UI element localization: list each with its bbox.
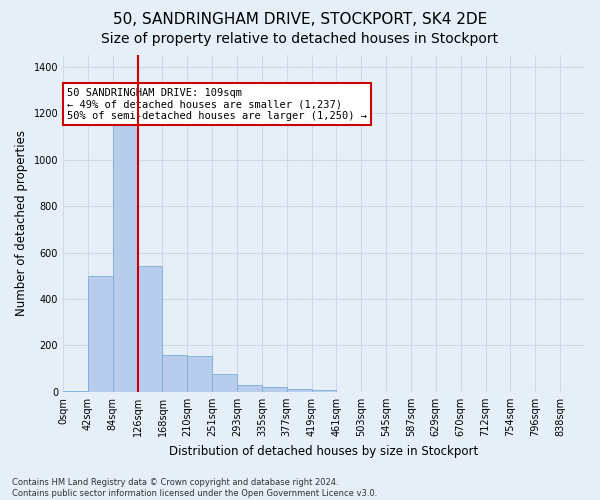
- Bar: [237, 385, 262, 392]
- Bar: [262, 387, 287, 392]
- Bar: [311, 390, 337, 392]
- Text: 50 SANDRINGHAM DRIVE: 109sqm
← 49% of detached houses are smaller (1,237)
50% of: 50 SANDRINGHAM DRIVE: 109sqm ← 49% of de…: [67, 88, 367, 120]
- Bar: [187, 356, 212, 392]
- Bar: [113, 104, 137, 392]
- X-axis label: Distribution of detached houses by size in Stockport: Distribution of detached houses by size …: [169, 444, 479, 458]
- Text: 50, SANDRINGHAM DRIVE, STOCKPORT, SK4 2DE: 50, SANDRINGHAM DRIVE, STOCKPORT, SK4 2D…: [113, 12, 487, 28]
- Y-axis label: Number of detached properties: Number of detached properties: [15, 130, 28, 316]
- Bar: [63, 391, 88, 392]
- Bar: [137, 266, 163, 392]
- Bar: [287, 389, 311, 392]
- Bar: [212, 374, 237, 392]
- Text: Contains HM Land Registry data © Crown copyright and database right 2024.
Contai: Contains HM Land Registry data © Crown c…: [12, 478, 377, 498]
- Bar: [88, 276, 113, 392]
- Bar: [163, 355, 187, 392]
- Text: Size of property relative to detached houses in Stockport: Size of property relative to detached ho…: [101, 32, 499, 46]
